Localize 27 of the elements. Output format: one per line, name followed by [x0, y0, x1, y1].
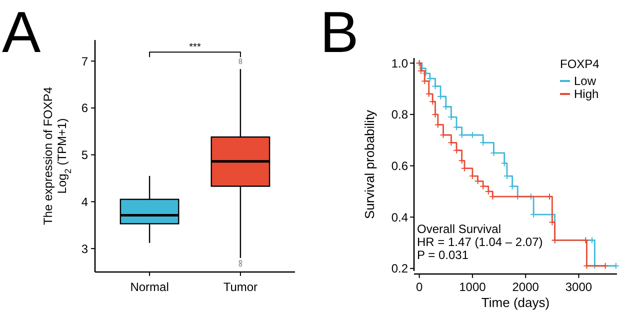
y-tick-label: 0.4 — [391, 210, 408, 224]
chart-title: B — [320, 0, 359, 65]
legend-label: High — [574, 87, 599, 101]
x-tick-label: 0 — [416, 280, 423, 294]
x-tick-label: 3000 — [565, 280, 592, 294]
y-tick-label: 0.8 — [391, 108, 408, 122]
y-tick-label: 0.6 — [391, 158, 408, 173]
y-tick-label: 7 — [81, 54, 88, 68]
annotation: Overall Survival — [417, 222, 502, 236]
annotation: HR = 1.47 (1.04 – 2.07) — [417, 235, 543, 249]
y-tick-label: 1.0 — [391, 56, 408, 70]
y-tick-label: 3 — [81, 242, 88, 256]
y-tick-label: 4 — [81, 194, 88, 209]
y-axis-title: Survival probability — [362, 109, 377, 220]
annotation: P = 0.031 — [417, 248, 469, 262]
annotation: *** — [189, 42, 201, 54]
x-tick-label: Tumor — [223, 280, 258, 294]
y-tick-label: 0.2 — [391, 262, 408, 276]
legend-title: FOXP4 — [560, 57, 600, 71]
y-tick-label: 6 — [81, 101, 88, 116]
x-tick-label: Normal — [130, 280, 169, 294]
x-axis-title: Time (days) — [481, 295, 550, 310]
legend-label: Low — [574, 74, 596, 88]
y-tick-label: 5 — [81, 148, 88, 162]
x-tick-label: 1000 — [459, 280, 486, 294]
chart-title: A — [2, 0, 41, 65]
x-tick-label: 2000 — [512, 280, 540, 294]
